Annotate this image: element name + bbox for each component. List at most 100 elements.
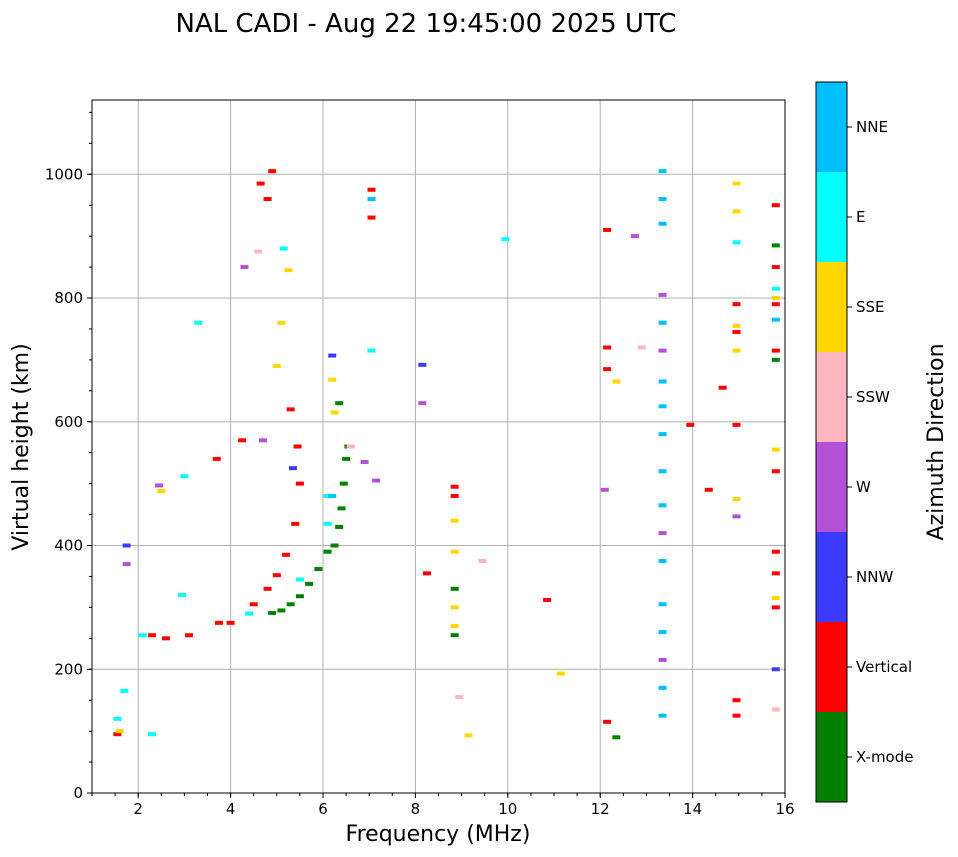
y-axis-label: Virtual height (km) bbox=[9, 343, 34, 550]
echo-mark bbox=[543, 597, 552, 602]
echo-mark bbox=[450, 518, 459, 523]
x-tick-label: 2 bbox=[133, 800, 143, 818]
echo-mark bbox=[771, 265, 780, 270]
echo-mark bbox=[501, 237, 510, 242]
echo-mark bbox=[612, 379, 621, 384]
echo-mark bbox=[450, 484, 459, 489]
x-tick-label: 16 bbox=[775, 800, 794, 818]
echo-mark bbox=[286, 602, 295, 607]
echo-mark bbox=[771, 707, 780, 712]
echo-mark bbox=[658, 320, 667, 325]
colorbar-segment bbox=[816, 532, 847, 622]
echo-mark bbox=[732, 330, 741, 335]
echo-mark bbox=[323, 494, 332, 498]
echo-mark bbox=[658, 432, 667, 437]
x-axis-label: Frequency (MHz) bbox=[346, 822, 531, 847]
echo-mark bbox=[120, 688, 129, 693]
echo-mark bbox=[342, 456, 351, 461]
echo-mark bbox=[612, 735, 621, 740]
echo-mark bbox=[771, 571, 780, 576]
echo-mark bbox=[295, 577, 304, 582]
colorbar-segment bbox=[816, 82, 847, 172]
colorbar-label: NNE bbox=[856, 118, 888, 136]
echo-mark bbox=[367, 215, 376, 220]
colorbar-label: W bbox=[856, 478, 871, 496]
echo-mark bbox=[658, 469, 667, 474]
echo-mark bbox=[295, 481, 304, 486]
echo-mark bbox=[178, 593, 187, 597]
echo-mark bbox=[258, 438, 267, 443]
echo-mark bbox=[658, 713, 667, 718]
echo-mark bbox=[464, 733, 473, 738]
echo-mark bbox=[148, 732, 157, 737]
echo-mark bbox=[291, 521, 300, 526]
echo-mark bbox=[658, 531, 667, 536]
echo-mark bbox=[732, 323, 741, 328]
echo-mark bbox=[603, 227, 612, 232]
echo-mark bbox=[732, 698, 741, 703]
echo-mark bbox=[372, 478, 381, 483]
colorbar-segment bbox=[816, 442, 847, 532]
x-axis: 2 4 6 8 10 12 14 16 bbox=[91, 793, 795, 818]
echo-mark bbox=[771, 447, 780, 452]
echo-mark bbox=[658, 558, 667, 563]
y-tick-label: 800 bbox=[54, 289, 83, 307]
echo-mark bbox=[337, 506, 346, 511]
echo-mark bbox=[478, 558, 487, 563]
x-tick-label: 6 bbox=[318, 800, 328, 818]
echo-mark bbox=[277, 320, 286, 325]
echo-mark bbox=[293, 444, 302, 449]
colorbar-segment bbox=[816, 712, 847, 802]
chart-title: NAL CADI - Aug 22 19:45:00 2025 UTC bbox=[176, 9, 677, 39]
echo-mark bbox=[603, 719, 612, 724]
y-tick-label: 600 bbox=[54, 413, 83, 431]
echo-mark bbox=[212, 456, 221, 461]
echo-mark bbox=[161, 636, 170, 641]
colorbar-label: X-mode bbox=[856, 748, 913, 766]
echo-mark bbox=[268, 610, 277, 615]
echo-mark bbox=[658, 221, 667, 226]
echo-mark bbox=[115, 729, 124, 734]
echo-mark bbox=[658, 169, 667, 174]
colorbar-segment bbox=[816, 172, 847, 262]
y-tick-label: 400 bbox=[54, 537, 83, 555]
echo-mark bbox=[339, 481, 348, 486]
echo-mark bbox=[113, 716, 122, 721]
grid-lines bbox=[92, 100, 785, 793]
echo-mark bbox=[122, 562, 131, 567]
echo-mark bbox=[658, 379, 667, 384]
echo-mark bbox=[658, 503, 667, 508]
echo-mark bbox=[771, 469, 780, 474]
x-tick-label: 14 bbox=[683, 800, 702, 818]
echo-mark bbox=[771, 243, 780, 248]
echo-mark bbox=[732, 302, 741, 307]
echo-mark bbox=[305, 581, 314, 586]
echo-mark bbox=[330, 543, 339, 548]
echo-mark bbox=[771, 286, 780, 291]
x-tick-label: 8 bbox=[411, 800, 421, 818]
echo-mark bbox=[658, 197, 667, 201]
echo-mark bbox=[249, 602, 258, 607]
x-tick-label: 10 bbox=[498, 800, 517, 818]
echo-mark bbox=[256, 181, 265, 186]
echo-mark bbox=[771, 605, 780, 610]
echo-mark bbox=[328, 494, 337, 498]
y-tick-label: 1000 bbox=[45, 165, 83, 183]
echo-mark bbox=[732, 497, 741, 502]
echo-mark bbox=[286, 407, 295, 412]
echo-mark bbox=[418, 401, 427, 406]
echo-mark bbox=[346, 444, 355, 449]
colorbar-label: NNW bbox=[856, 568, 893, 586]
echo-mark bbox=[263, 197, 272, 201]
echo-mark bbox=[455, 695, 464, 700]
echo-mark bbox=[771, 317, 780, 322]
echo-mark bbox=[254, 249, 263, 254]
colorbar-segment bbox=[816, 262, 847, 352]
echo-mark bbox=[154, 483, 163, 488]
echo-mark bbox=[630, 234, 639, 239]
colorbar-label: SSW bbox=[856, 388, 890, 406]
echo-mark bbox=[240, 265, 249, 270]
echo-mark bbox=[122, 543, 131, 548]
echo-mark bbox=[686, 422, 695, 427]
echo-mark bbox=[288, 466, 297, 471]
